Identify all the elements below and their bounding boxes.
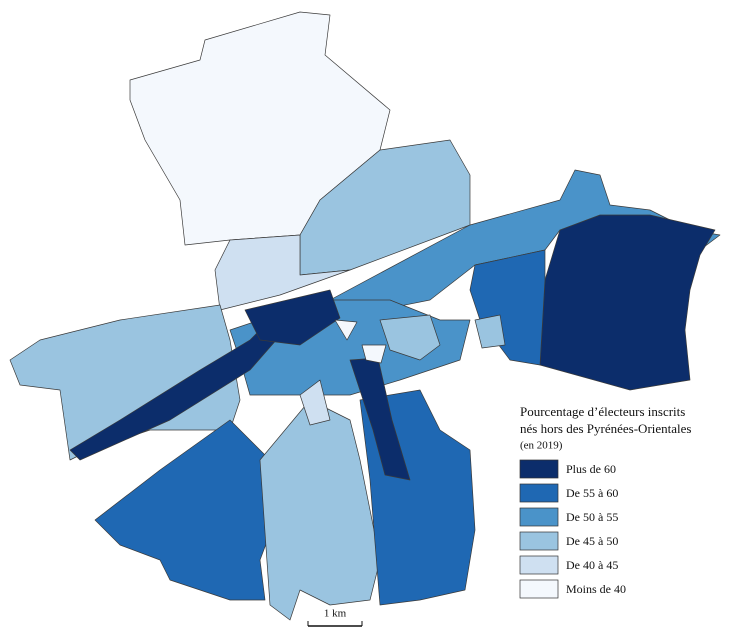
district <box>214 234 351 311</box>
legend-label: De 55 à 60 <box>566 486 618 500</box>
legend-swatch <box>519 483 559 503</box>
district <box>379 314 441 361</box>
districts <box>9 11 721 621</box>
scale-bar-label: 1 km <box>324 608 347 620</box>
district <box>334 319 358 341</box>
legend-label: Moins de 40 <box>566 582 626 596</box>
legend-swatch <box>519 459 559 479</box>
legend-label: De 50 à 55 <box>566 510 618 524</box>
legend-label: De 45 à 50 <box>566 534 618 548</box>
legend-subtitle: (en 2019) <box>520 440 563 452</box>
district <box>474 314 506 349</box>
legend-swatch <box>519 531 559 551</box>
district <box>539 214 716 391</box>
district <box>259 399 381 621</box>
district <box>94 419 291 601</box>
district <box>329 169 721 311</box>
legend-label: Plus de 60 <box>566 462 616 476</box>
district <box>469 249 546 366</box>
district <box>299 379 331 426</box>
legend-title: nés hors des Pyrénées-Orientales <box>520 421 691 436</box>
district <box>361 344 387 364</box>
legend-swatch <box>519 555 559 575</box>
district <box>244 289 341 346</box>
legend: Plus de 60 De 55 à 60 De 50 à 55 De 45 à 50… <box>519 459 626 599</box>
legend-label: De 40 à 45 <box>566 558 618 572</box>
legend-swatch <box>519 579 559 599</box>
legend-title: Pourcentage d’électeurs inscrits <box>520 404 685 419</box>
legend-swatch <box>519 507 559 527</box>
